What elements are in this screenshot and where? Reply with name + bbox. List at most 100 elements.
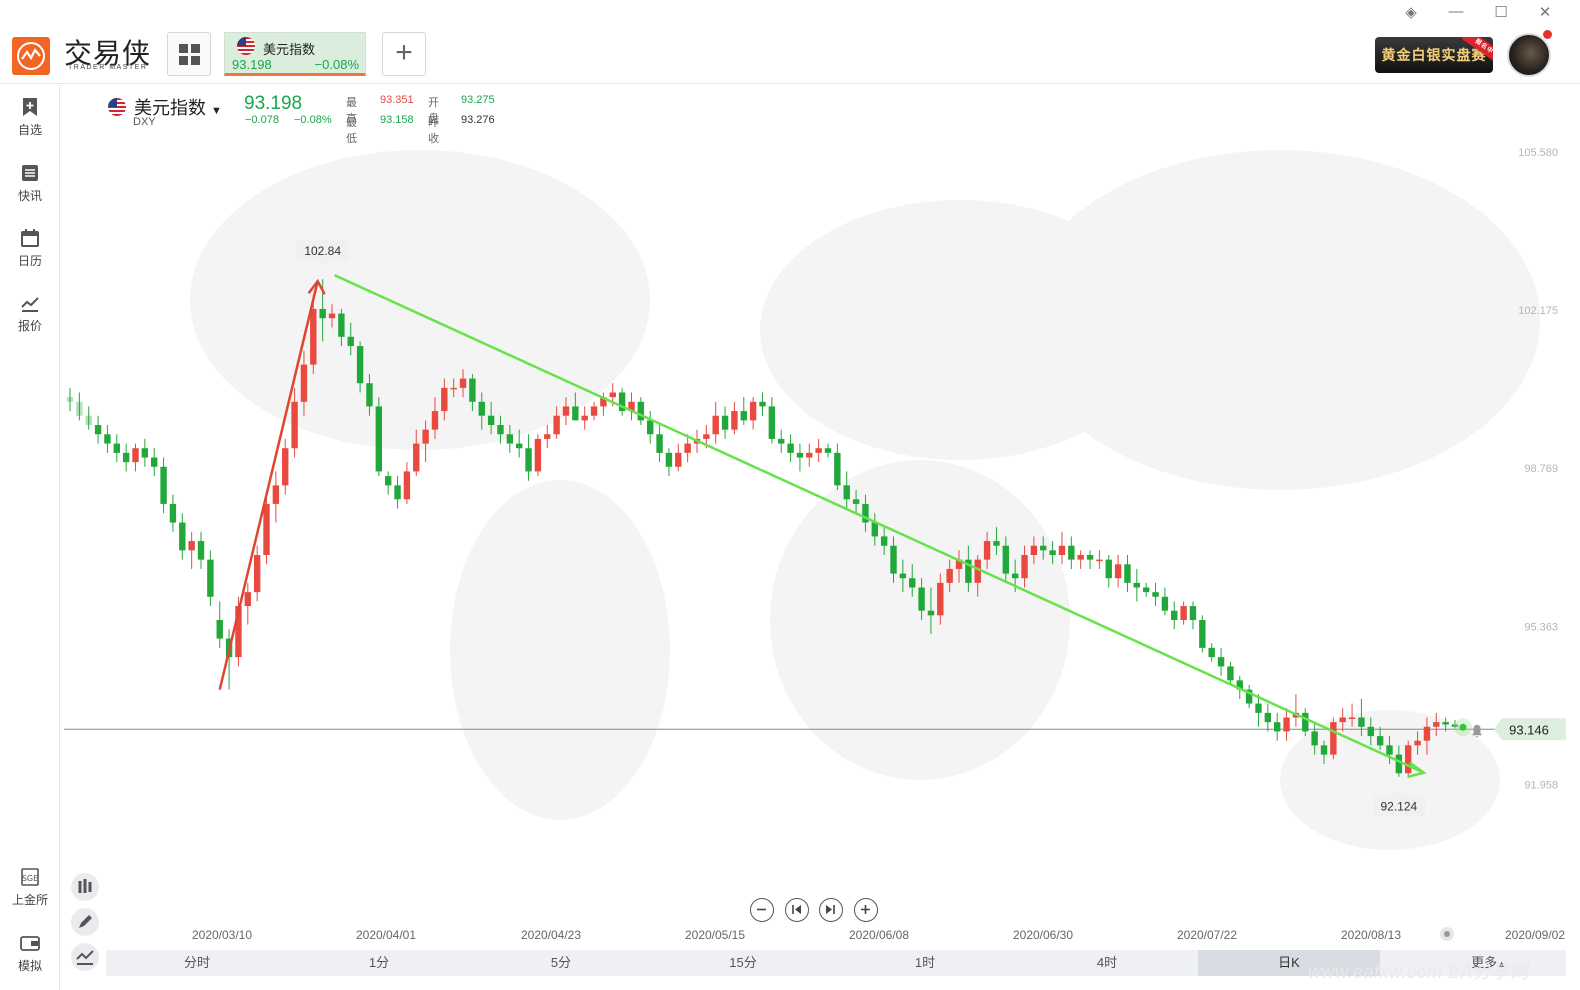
candle-body: [993, 541, 1000, 546]
uptrend-arrowhead: [307, 278, 326, 295]
sidebar-item-calendar[interactable]: 日历: [0, 228, 60, 269]
map-bg-americas: [190, 150, 650, 450]
maximize-icon[interactable]: ☐: [1494, 4, 1508, 21]
period-more[interactable]: 更多▲: [1380, 950, 1566, 976]
candle-body: [590, 406, 598, 416]
layout-grid-button[interactable]: [167, 32, 211, 76]
candle-body: [487, 415, 495, 425]
candle-body: [712, 415, 719, 435]
period-tab[interactable]: 15分: [729, 955, 757, 970]
period-tab[interactable]: 分时: [183, 955, 210, 970]
candle-body: [740, 411, 747, 421]
candle-body: [1442, 722, 1449, 725]
candle-body: [815, 448, 822, 453]
draw-tool[interactable]: [71, 908, 99, 936]
x-tick-label: 2020/08/13: [1341, 928, 1401, 942]
y-tick-label: 91.958: [1524, 779, 1558, 791]
candle-body: [937, 582, 944, 616]
sge-icon: SGE: [21, 868, 39, 886]
alert-bell-icon[interactable]: [1472, 724, 1482, 738]
settings-icon[interactable]: ◈: [1405, 4, 1417, 21]
candle-body: [347, 336, 354, 347]
trend-line-icon: [21, 297, 39, 312]
candle-body: [974, 559, 981, 583]
chart-type-tool[interactable]: [71, 943, 99, 971]
low-label: 最低: [346, 117, 357, 145]
bookmark-plus-icon: [23, 98, 37, 116]
sidebar-item-news[interactable]: 快讯: [0, 163, 60, 204]
candle-body: [609, 392, 616, 398]
candle-body: [1133, 582, 1141, 588]
period-tab[interactable]: 1时: [914, 955, 936, 970]
period-tab-active[interactable]: 日K: [1198, 950, 1380, 976]
candle-body: [637, 401, 645, 421]
notification-dot: [1543, 30, 1552, 39]
candle-body: [1245, 689, 1253, 704]
pencil-icon: [79, 915, 92, 928]
candle-body: [778, 438, 785, 444]
current-price-tag: [1494, 718, 1566, 741]
candle-body: [235, 606, 242, 658]
candle-body: [1358, 717, 1365, 727]
high-marker-label: 102.84: [304, 244, 341, 258]
candle-body: [1423, 726, 1431, 741]
period-tab[interactable]: 4时: [1096, 955, 1118, 970]
x-tick-label: 2020/03/10: [192, 928, 252, 942]
candle-body: [759, 401, 766, 407]
candle-body: [1339, 717, 1346, 723]
symbol-name[interactable]: 美元指数 ▼: [134, 94, 222, 120]
line-chart-icon: [76, 950, 94, 965]
sidebar-item-simulation[interactable]: 模拟: [0, 933, 60, 974]
candle-body: [272, 485, 280, 504]
candle-body: [1376, 736, 1384, 746]
indicator-tool[interactable]: [71, 873, 99, 901]
candle-body: [946, 568, 953, 583]
app-subtitle: TRADER MASTER: [68, 64, 148, 71]
period-tab[interactable]: 1分: [368, 955, 390, 970]
svg-text:SGE: SGE: [22, 874, 38, 883]
zoom-in-button[interactable]: [854, 898, 878, 922]
candle-body: [1405, 745, 1412, 774]
downtrend-line: [334, 274, 1425, 774]
watermark: www.eafxw.com EA分享网: [1308, 962, 1529, 982]
candle-body: [459, 378, 467, 388]
candle-body: [684, 443, 691, 453]
candle-body: [768, 406, 776, 439]
symbol-change: −0.078: [245, 114, 279, 126]
candle-body: [1011, 573, 1019, 579]
candle-body: [852, 499, 860, 504]
us-flag-icon: [237, 37, 255, 55]
candle-body: [721, 415, 729, 430]
scroll-start-button[interactable]: [785, 898, 809, 922]
minimize-icon[interactable]: —: [1448, 3, 1464, 20]
zoom-out-button[interactable]: [750, 898, 774, 922]
candle-body: [1199, 620, 1206, 648]
period-tab[interactable]: 5分: [550, 955, 572, 970]
add-tab-button[interactable]: +: [382, 32, 426, 76]
sidebar-item-quotes[interactable]: 报价: [0, 293, 60, 334]
candle-body: [927, 610, 935, 616]
candle-body: [244, 592, 252, 607]
plus-icon: [861, 905, 870, 914]
candle-body: [1152, 592, 1159, 597]
y-tick-label: 102.175: [1518, 305, 1558, 317]
open-label: 开盘: [428, 97, 439, 125]
candle-body: [282, 448, 289, 486]
symbol-change-pct: −0.08%: [294, 114, 332, 126]
candle-body: [263, 503, 270, 555]
avatar[interactable]: [1507, 33, 1551, 77]
candle-body: [1142, 587, 1150, 593]
candle-body: [1348, 717, 1356, 719]
promo-banner[interactable]: 黄金白银实盘赛 报名中: [1375, 37, 1493, 73]
candle-body: [413, 443, 420, 472]
symbol-name-text: 美元指数: [134, 98, 206, 118]
high-marker-box: [296, 239, 349, 262]
candle-body: [207, 559, 214, 597]
sidebar-item-watchlist[interactable]: 自选: [0, 97, 60, 138]
tab-dxy[interactable]: 美元指数 93.198 −0.08%: [224, 32, 366, 76]
scroll-end-button[interactable]: [819, 898, 843, 922]
candle-body: [66, 397, 74, 402]
sidebar-item-sge[interactable]: SGE 上金所: [0, 867, 60, 908]
close-icon[interactable]: ✕: [1538, 4, 1552, 21]
